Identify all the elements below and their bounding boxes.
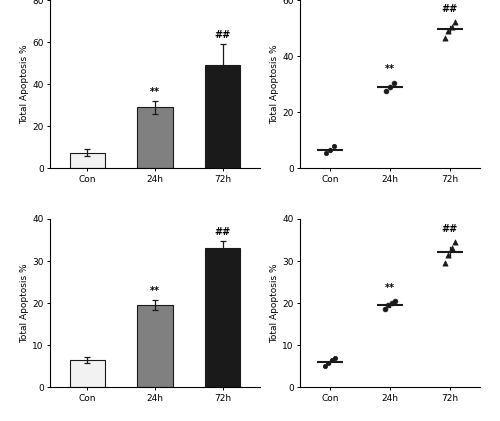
Y-axis label: Total Apoptosis %: Total Apoptosis %	[20, 263, 30, 343]
Y-axis label: Total Apoptosis %: Total Apoptosis %	[270, 44, 280, 124]
Point	[452, 239, 460, 245]
Text: **: **	[150, 87, 160, 97]
Text: ##: ##	[214, 30, 231, 40]
Point	[440, 260, 448, 266]
Point	[380, 306, 388, 313]
Y-axis label: Total Apoptosis %: Total Apoptosis %	[20, 44, 30, 124]
Text: ##: ##	[442, 224, 458, 234]
Point	[326, 147, 334, 154]
Bar	[70, 360, 105, 387]
Point	[392, 298, 400, 304]
Y-axis label: Total Apoptosis %: Total Apoptosis %	[270, 263, 280, 343]
Bar	[138, 107, 172, 168]
Text: ##: ##	[214, 226, 231, 237]
Bar	[70, 152, 105, 168]
Point	[322, 149, 330, 156]
Point	[444, 251, 452, 258]
Point	[320, 363, 328, 370]
Bar	[138, 305, 172, 387]
Point	[440, 35, 448, 41]
Point	[448, 245, 456, 252]
Text: **: **	[385, 64, 395, 75]
Point	[330, 143, 338, 149]
Point	[328, 357, 336, 363]
Bar	[205, 248, 240, 387]
Point	[332, 354, 340, 361]
Bar	[205, 65, 240, 168]
Point	[384, 302, 392, 309]
Point	[386, 84, 394, 91]
Point	[452, 19, 460, 26]
Point	[382, 88, 390, 95]
Point	[324, 360, 332, 366]
Text: ##: ##	[442, 4, 458, 14]
Point	[388, 300, 396, 306]
Point	[448, 23, 456, 30]
Text: **: **	[150, 286, 160, 296]
Point	[390, 80, 398, 86]
Text: **: **	[385, 282, 395, 293]
Point	[444, 27, 452, 34]
